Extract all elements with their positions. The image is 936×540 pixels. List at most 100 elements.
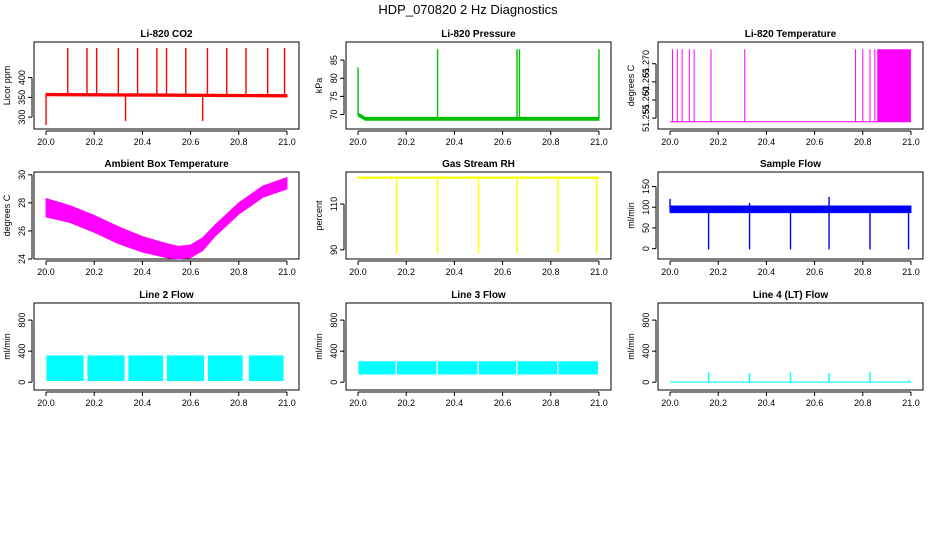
x-tick-label: 20.6 [494,398,512,408]
x-tick-label: 20.0 [349,398,367,408]
x-axis: 20.0 20.2 20.4 20.6 20.8 21.0 [661,391,920,408]
x-axis: 20.0 20.2 20.4 20.6 20.8 21.0 [37,260,296,277]
x-tick-label: 20.0 [661,398,679,408]
panel-title: Li-820 Pressure [441,29,516,40]
y-tick-label: 100 [641,200,651,215]
y-tick-label: 400 [17,70,27,85]
x-tick-label: 20.2 [85,267,103,277]
x-tick-label: 20.2 [709,137,727,147]
x-tick-label: 20.8 [230,137,248,147]
x-tick-label: 20.4 [758,267,776,277]
y-tick-label: 800 [17,313,27,328]
panel-title: Line 4 (LT) Flow [753,290,829,301]
x-tick-label: 20.8 [542,137,560,147]
data-marks [670,49,911,123]
y-axis-label: degrees C [626,64,636,106]
flow-segment [127,355,164,382]
x-tick-label: 20.6 [494,137,512,147]
data-marks [357,176,600,254]
x-tick-label: 20.0 [37,398,55,408]
x-tick-label: 21.0 [902,137,920,147]
series-line [357,113,599,120]
x-axis: 20.0 20.2 20.4 20.6 20.8 21.0 [349,391,608,408]
panel-title: Li-820 Temperature [745,29,837,40]
y-axis: 90 110 [329,197,345,255]
y-tick-label: 400 [329,344,339,359]
x-axis: 20.0 20.2 20.4 20.6 20.8 21.0 [661,130,920,147]
y-tick-label: 80 [329,73,339,83]
x-tick-label: 21.0 [590,267,608,277]
y-tick-label: 51.270 [641,50,651,78]
panel-title: Gas Stream RH [442,159,515,170]
x-tick-label: 20.8 [854,267,872,277]
y-tick-label: 24 [17,254,27,264]
panel-5: Sample Flow 20.0 20.2 20.4 20.6 20.8 21.0 0 50 10… [626,159,924,277]
x-tick-label: 20.2 [709,398,727,408]
y-tick-label: 51.255 [641,104,651,132]
x-tick-label: 20.4 [758,137,776,147]
flow-segment [437,361,478,375]
x-tick-label: 20.8 [542,398,560,408]
panel-4: Gas Stream RH 20.0 20.2 20.4 20.6 20.8 21.0 90 1… [314,159,612,277]
data-marks [357,49,600,121]
x-tick-label: 20.0 [37,137,55,147]
panel-title: Ambient Box Temperature [104,159,229,170]
y-tick-label: 0 [329,380,339,385]
x-axis: 20.0 20.2 20.4 20.6 20.8 21.0 [37,391,296,408]
x-tick-label: 21.0 [590,137,608,147]
x-tick-label: 20.4 [134,267,152,277]
y-tick-label: 800 [641,313,651,328]
x-tick-label: 20.6 [806,267,824,277]
y-axis: 0 400 800 [641,313,657,385]
y-tick-label: 300 [17,110,27,125]
flow-segment [248,355,284,382]
data-marks [45,355,284,382]
dense-toggle-region [877,49,911,122]
y-axis-label: ml/min [626,333,636,360]
panel-0: Li-820 CO2 20.0 20.2 20.4 20.6 20.8 21.0 300 350… [2,29,300,147]
x-tick-label: 20.4 [758,398,776,408]
y-tick-label: 75 [329,91,339,101]
panel-1: Li-820 Pressure 20.0 20.2 20.4 20.6 20.8 21.0 7… [314,29,612,147]
x-tick-label: 20.0 [37,267,55,277]
plot-frame [345,41,612,130]
x-tick-label: 20.4 [446,398,464,408]
y-tick-label: 85 [329,55,339,65]
plot-frame [33,41,300,130]
x-tick-label: 20.6 [182,267,200,277]
plot-frame [657,171,924,260]
plot-frame [345,171,612,260]
y-tick-label: 51.265 [641,68,651,96]
x-tick-label: 21.0 [278,398,296,408]
y-axis-label: degrees C [2,194,12,236]
data-marks [357,361,598,375]
y-tick-label: 0 [641,380,651,385]
x-tick-label: 20.6 [494,267,512,277]
y-tick-label: 110 [329,197,339,211]
x-tick-label: 21.0 [590,398,608,408]
y-axis: 0 50 100 150 [641,179,657,251]
plot-frame [345,302,612,391]
y-axis-label: ml/min [314,333,324,360]
x-tick-label: 20.6 [806,398,824,408]
x-axis: 20.0 20.2 20.4 20.6 20.8 21.0 [349,260,608,277]
y-tick-label: 400 [641,344,651,359]
series-band [45,176,288,260]
x-axis: 20.0 20.2 20.4 20.6 20.8 21.0 [37,130,296,147]
plot-frame [33,171,300,260]
y-axis: 300 350 400 [17,70,33,125]
flow-segment [558,361,598,375]
flow-segment [517,361,557,375]
y-axis-label: kPa [314,78,324,94]
y-axis: 0 400 800 [17,313,33,385]
x-tick-label: 20.4 [134,137,152,147]
x-tick-label: 21.0 [278,137,296,147]
y-tick-label: 51.260 [641,86,651,114]
y-axis-label: Licor ppm [2,66,12,106]
y-axis: 70 75 80 85 [329,55,345,120]
x-tick-label: 20.0 [661,137,679,147]
x-tick-label: 21.0 [278,267,296,277]
flow-segment [166,355,205,382]
